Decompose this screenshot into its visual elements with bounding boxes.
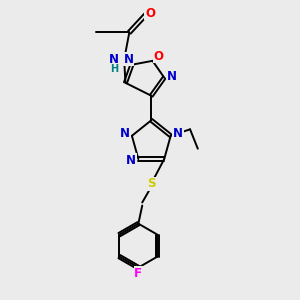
Text: N: N <box>124 52 134 65</box>
Text: N: N <box>109 52 119 65</box>
Text: S: S <box>147 177 155 190</box>
Text: N: N <box>120 127 130 140</box>
Text: N: N <box>173 127 183 140</box>
Text: N: N <box>126 154 136 167</box>
Text: H: H <box>110 64 118 74</box>
Text: F: F <box>134 267 142 280</box>
Text: N: N <box>167 70 176 83</box>
Text: O: O <box>145 7 155 20</box>
Text: O: O <box>153 50 163 63</box>
